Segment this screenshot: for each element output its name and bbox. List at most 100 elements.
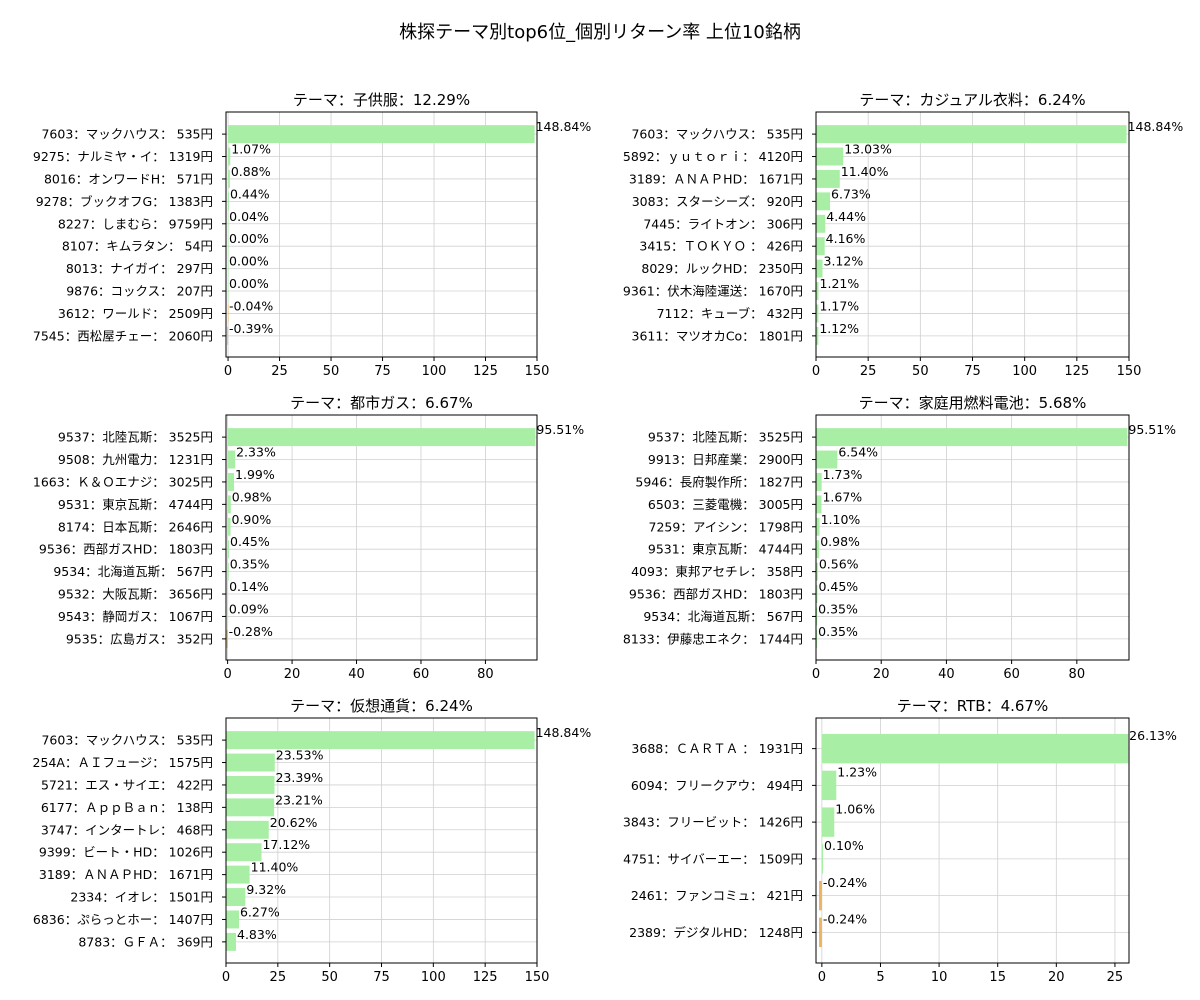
data-label: 148.84%: [1128, 119, 1184, 134]
category-label: 9399：ビート・HD： 1026円: [39, 845, 213, 860]
category-label: 3611：マツオカCo： 1801円: [632, 328, 803, 343]
bar: [228, 147, 231, 166]
category-label: 8029：ルックHD： 2350円: [641, 261, 803, 276]
x-tick-label: 125: [473, 364, 498, 379]
chart-panel-5: 148.84% 7603：マックハウス： 535円 23.53% 254A：ＡＩフュー…: [33, 697, 592, 985]
category-label: 3083：スターシーズ： 920円: [632, 194, 803, 209]
plot-frame: [815, 111, 1130, 358]
category-label: 6503：三菱電機： 3005円: [648, 497, 803, 512]
x-tick-label: 100: [422, 364, 447, 379]
data-label: 1.10%: [821, 512, 861, 527]
bar: [226, 888, 246, 907]
bar: [816, 192, 831, 211]
bar: [227, 607, 229, 626]
x-tick-label: 125: [473, 970, 498, 985]
data-label: 23.21%: [275, 792, 323, 807]
data-label: 0.35%: [230, 557, 270, 572]
data-label: 0.98%: [820, 534, 860, 549]
category-label: 254A：ＡＩフュージ： 1575円: [33, 755, 213, 770]
x-tick-label: 75: [964, 364, 981, 379]
bar: [228, 214, 229, 233]
category-label: 6177：ＡｐｐＢａｎ： 138円: [41, 800, 213, 815]
category-label: 3747：インタートレ： 468円: [41, 822, 213, 837]
category-label: 1663：Ｋ＆Ｏエナジ： 3025円: [33, 474, 213, 489]
category-label: 9537：北陸瓦斯： 3525円: [58, 430, 213, 445]
plot-frame: [815, 717, 1130, 964]
x-tick-label: 50: [323, 364, 340, 379]
bar: [226, 775, 275, 794]
category-label: 5892：ｙｕｔｏｒｉ： 4120円: [623, 149, 803, 164]
category-label: 7445：ライトオン： 306円: [643, 216, 803, 231]
plot-frame: [225, 717, 538, 964]
data-label: -0.39%: [229, 321, 273, 336]
chart-panel-3: 95.51% 9537：北陸瓦斯： 3525円 2.33% 9508：九州電力： 12…: [33, 394, 584, 682]
data-label: 0.45%: [230, 534, 270, 549]
x-tick-label: 25: [860, 364, 877, 379]
data-label: 3.12%: [824, 254, 864, 269]
category-label: 3415：ＴＯＫＹＯ ： 426円: [639, 239, 803, 254]
bar: [819, 880, 822, 911]
bar: [226, 753, 275, 772]
category-label: 8107：キムラタン： 54円: [62, 239, 213, 254]
category-label: 9531：東京瓦斯： 4744円: [58, 497, 213, 512]
bar: [228, 169, 230, 188]
category-label: 2461：ファンコミュ： 421円: [631, 888, 803, 903]
bar: [816, 169, 840, 188]
data-label: 26.13%: [1129, 728, 1177, 743]
bar: [816, 237, 825, 256]
bar: [816, 282, 819, 301]
data-label: 4.83%: [237, 927, 277, 942]
x-tick-label: 40: [348, 667, 365, 682]
data-label: -0.28%: [229, 624, 273, 639]
bar: [816, 585, 818, 604]
data-label: -0.04%: [229, 298, 273, 313]
bar: [227, 540, 230, 559]
chart-title: テーマ：カジュアル衣料：6.24%: [859, 91, 1085, 109]
bar: [226, 932, 237, 951]
x-tick-label: 10: [931, 970, 948, 985]
data-label: 0.44%: [230, 186, 270, 201]
category-label: 9536：西部ガスHD： 1803円: [39, 542, 213, 557]
data-label: 0.09%: [229, 601, 269, 616]
x-tick-label: 20: [1048, 970, 1065, 985]
x-tick-label: 40: [938, 667, 955, 682]
data-label: 1.23%: [837, 765, 877, 780]
x-tick-label: 0: [224, 364, 232, 379]
chart-title: テーマ：子供服：12.29%: [293, 91, 470, 109]
chart-title: テーマ：RTB：4.67%: [897, 697, 1048, 715]
data-label: 2.33%: [236, 445, 276, 460]
x-tick-label: 0: [812, 667, 820, 682]
bar: [816, 326, 819, 345]
category-label: 7545：西松屋チェー： 2060円: [33, 328, 213, 343]
chart-title: テーマ：家庭用燃料電池：5.68%: [859, 394, 1087, 412]
category-label: 9361：伏木海陸運送： 1670円: [623, 284, 803, 299]
category-label: 9278：ブックオフG： 1383円: [36, 194, 213, 209]
x-tick-label: 100: [421, 970, 446, 985]
category-label: 7603：マックハウス： 535円: [41, 733, 213, 748]
bar: [816, 147, 844, 166]
bar: [816, 450, 838, 469]
data-label: 0.35%: [818, 601, 858, 616]
category-label: 2334：イオレ： 1501円: [70, 890, 213, 905]
x-tick-label: 0: [223, 667, 231, 682]
x-tick-label: 15: [989, 970, 1006, 985]
x-tick-label: 80: [1069, 667, 1086, 682]
category-label: 3843：フリービット： 1426円: [623, 815, 803, 830]
bar: [816, 125, 1127, 144]
bar: [821, 807, 835, 837]
bar: [816, 607, 818, 626]
data-label: 0.00%: [229, 276, 269, 291]
plot-frame: [815, 414, 1130, 661]
x-tick-label: 50: [321, 970, 338, 985]
category-label: 9534：北海道瓦斯： 567円: [643, 609, 803, 624]
data-label: 6.54%: [838, 445, 878, 460]
bar: [227, 585, 229, 604]
data-label: 1.99%: [235, 467, 275, 482]
category-label: 9534：北海道瓦斯： 567円: [53, 564, 213, 579]
bar: [226, 843, 262, 862]
data-label: 23.53%: [276, 748, 324, 763]
bar: [816, 540, 820, 559]
category-label: 3612：ワールド： 2509円: [58, 306, 213, 321]
category-label: 5946：長府製作所： 1827円: [635, 474, 803, 489]
x-tick-label: 100: [1012, 364, 1037, 379]
